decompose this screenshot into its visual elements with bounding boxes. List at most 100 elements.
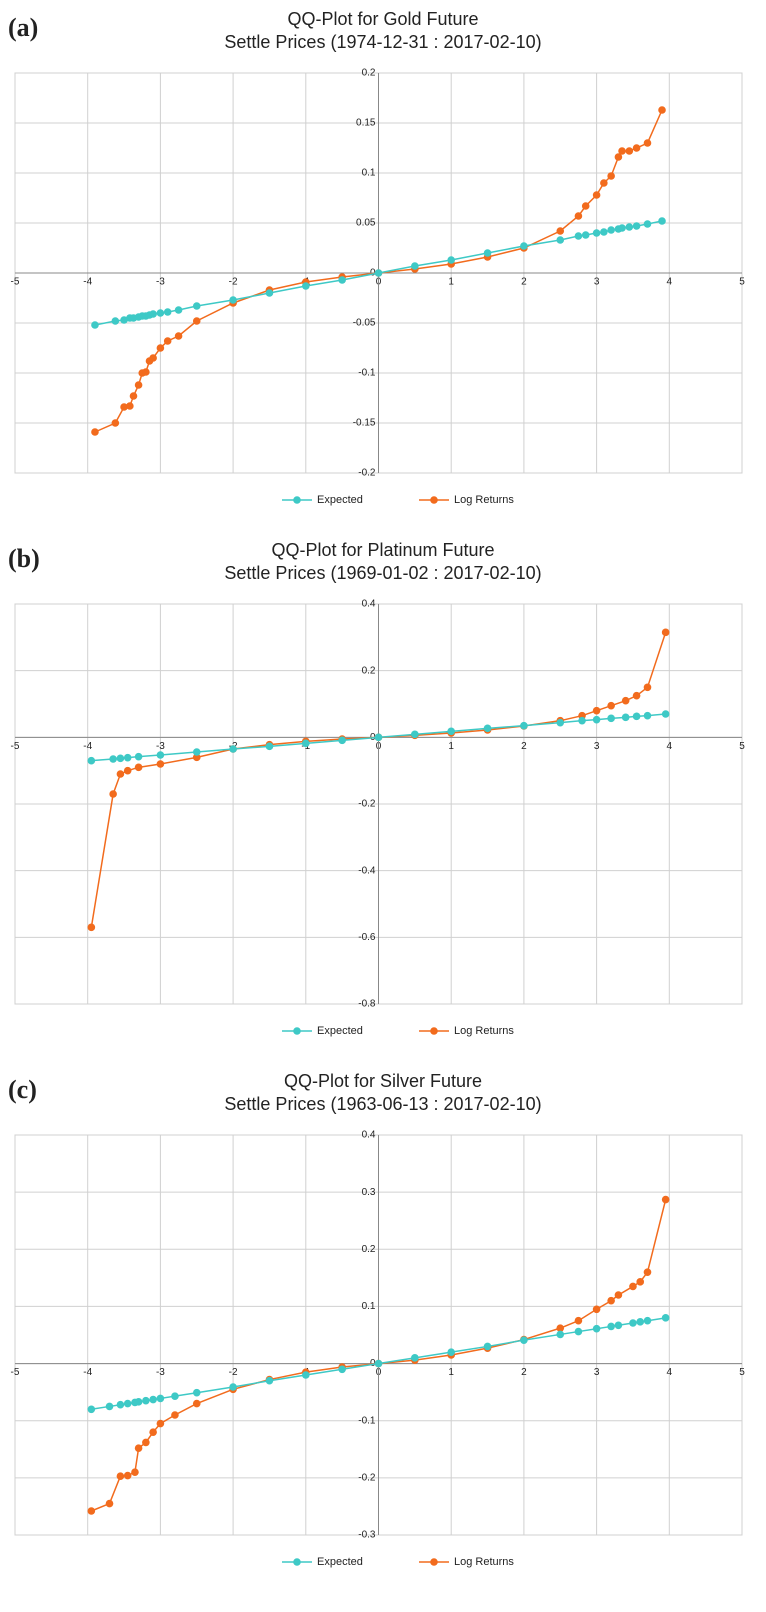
data-point xyxy=(105,1402,114,1411)
data-point xyxy=(111,419,120,427)
data-point xyxy=(447,1348,456,1356)
x-tick-label: 3 xyxy=(594,277,600,288)
chart-subtitle: Settle Prices (1963-06-13 : 2017-02-10) xyxy=(224,1094,541,1114)
legend-label: Log Returns xyxy=(454,494,514,506)
data-point xyxy=(520,721,528,730)
data-point xyxy=(574,1327,583,1336)
data-point xyxy=(374,269,383,277)
data-point xyxy=(116,754,125,763)
data-point xyxy=(661,1195,670,1204)
data-point xyxy=(607,1296,615,1305)
x-tick-label: 5 xyxy=(739,1367,745,1378)
data-point xyxy=(629,1282,637,1291)
legend-label: Log Returns xyxy=(454,1556,514,1568)
data-point xyxy=(120,403,128,411)
data-point xyxy=(129,392,138,400)
data-point xyxy=(174,306,183,314)
x-tick-label: -5 xyxy=(11,741,20,752)
data-point xyxy=(614,1321,623,1330)
data-point xyxy=(134,381,143,389)
data-point xyxy=(556,1330,565,1339)
data-point xyxy=(661,628,670,637)
data-point xyxy=(483,1342,492,1351)
chart-title: QQ-Plot for Platinum Future xyxy=(271,540,494,560)
x-tick-label: 3 xyxy=(594,1367,600,1378)
legend-label: Log Returns xyxy=(454,1025,514,1037)
y-tick-label: -0.1 xyxy=(358,368,376,379)
data-point xyxy=(483,724,492,733)
data-point xyxy=(592,1324,601,1333)
data-point xyxy=(574,212,583,220)
data-point xyxy=(87,1405,96,1414)
data-point xyxy=(374,1359,383,1368)
y-tick-label: -0.2 xyxy=(358,799,376,810)
data-point xyxy=(556,227,565,235)
panel-label: (b) xyxy=(8,544,40,573)
y-tick-label: 0.1 xyxy=(362,168,376,179)
data-point xyxy=(607,714,615,723)
data-point xyxy=(116,1400,125,1409)
data-point xyxy=(116,770,125,778)
data-point xyxy=(163,337,172,345)
x-tick-label: 2 xyxy=(521,1367,527,1378)
x-tick-label: 1 xyxy=(448,277,454,288)
data-point xyxy=(91,428,99,436)
data-point xyxy=(411,730,419,739)
data-point xyxy=(109,755,117,763)
data-point xyxy=(123,1399,132,1408)
y-tick-label: -0.4 xyxy=(358,865,376,876)
data-point xyxy=(156,309,165,317)
chart-panel: (b) QQ-Plot for Platinum Future Settle Pri… xyxy=(8,540,745,1037)
data-point xyxy=(592,229,601,237)
data-point xyxy=(607,226,615,234)
y-tick-label: 0.4 xyxy=(362,1130,376,1141)
data-point xyxy=(592,715,601,724)
data-point xyxy=(614,1291,623,1299)
data-point xyxy=(643,1316,652,1325)
data-point xyxy=(123,1471,132,1480)
data-point xyxy=(149,310,157,318)
data-point xyxy=(632,712,641,721)
data-point xyxy=(192,1399,201,1408)
data-point xyxy=(556,236,565,244)
data-point xyxy=(131,1468,139,1476)
data-point xyxy=(447,256,456,264)
data-point xyxy=(171,1392,179,1400)
data-point xyxy=(302,282,310,290)
data-point xyxy=(142,368,150,376)
data-point xyxy=(163,308,172,316)
data-point xyxy=(658,217,666,225)
data-point xyxy=(149,1395,157,1404)
data-point xyxy=(116,1472,125,1480)
data-point xyxy=(192,302,201,310)
data-point xyxy=(229,1383,237,1391)
data-point xyxy=(661,710,670,718)
y-tick-label: -0.6 xyxy=(358,932,376,943)
legend-marker xyxy=(293,496,301,504)
data-point xyxy=(265,289,274,297)
x-tick-label: 3 xyxy=(594,741,600,752)
data-point xyxy=(149,1428,157,1436)
panel-label: (c) xyxy=(8,1075,37,1104)
data-point xyxy=(592,706,601,715)
data-point xyxy=(621,696,630,705)
y-tick-label: 0.05 xyxy=(356,218,376,229)
data-point xyxy=(134,752,143,761)
data-point xyxy=(374,733,383,742)
data-point xyxy=(592,191,601,199)
data-point xyxy=(87,923,96,932)
data-point xyxy=(302,1371,310,1379)
data-point xyxy=(607,172,615,180)
data-point xyxy=(134,1398,143,1406)
x-tick-label: -4 xyxy=(83,277,92,288)
y-tick-label: -0.15 xyxy=(353,418,376,429)
data-point xyxy=(229,296,237,304)
legend-marker xyxy=(293,1558,301,1566)
data-point xyxy=(632,691,641,700)
legend-marker xyxy=(430,1558,438,1566)
x-tick-label: 4 xyxy=(667,277,673,288)
y-tick-label: 0.1 xyxy=(362,1301,376,1312)
legend-marker xyxy=(430,1027,438,1035)
data-point xyxy=(338,736,346,745)
